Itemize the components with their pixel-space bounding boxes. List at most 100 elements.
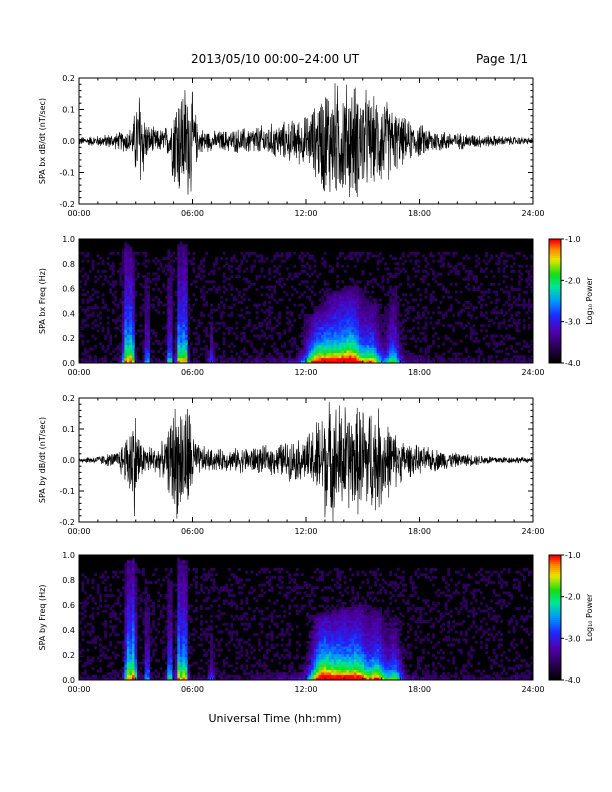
spectrogram-cell	[346, 357, 350, 361]
spectrogram-cell	[215, 357, 219, 361]
spectrogram-cell	[197, 591, 201, 595]
spectrogram-cell	[495, 342, 498, 346]
spectrogram-cell	[179, 324, 183, 328]
spectrogram-cell	[356, 337, 360, 341]
spectrogram-cell	[381, 321, 385, 325]
spectrogram-cell	[225, 298, 229, 302]
spectrogram-cell	[341, 303, 345, 307]
spectrogram-cell	[131, 319, 135, 322]
spectrogram-cell	[169, 651, 173, 655]
spectrogram-cell	[389, 313, 393, 317]
spectrogram-cell	[169, 357, 173, 361]
spectrogram-cell	[225, 360, 229, 364]
spectrogram-cell	[169, 282, 173, 286]
spectrogram-cell	[391, 350, 395, 353]
spectrogram-cell	[356, 355, 360, 359]
spectrogram-cell	[502, 262, 506, 266]
spectrogram-cell	[336, 280, 340, 284]
spectrogram-cell	[376, 262, 380, 266]
spectrogram-cell	[351, 295, 355, 299]
spectrogram-cell	[215, 259, 219, 263]
spectrogram-cell	[96, 277, 100, 281]
spectrogram-cell	[384, 332, 388, 335]
spectrogram-cell	[109, 643, 113, 647]
spectrogram-cell	[401, 360, 405, 364]
spectrogram-cell	[401, 254, 405, 258]
spectrogram-cell	[126, 264, 130, 268]
spectrogram-cell	[439, 254, 443, 258]
spectrogram-cell	[192, 627, 196, 631]
spectrogram-cell	[437, 319, 440, 322]
spectrogram-cell	[474, 275, 478, 279]
spectrogram-cell	[391, 293, 395, 297]
spectrogram-cell	[131, 672, 135, 676]
spectrogram-cell	[495, 298, 498, 302]
spectrogram-cell	[94, 275, 97, 279]
spectrogram-cell	[101, 573, 105, 577]
spectrogram-cell	[179, 607, 183, 610]
spectrogram-cell	[321, 355, 324, 359]
spectrogram-cell	[182, 332, 186, 335]
spectrogram-cell	[343, 321, 347, 325]
spectrogram-cell	[99, 257, 102, 260]
spectrogram-cell	[131, 280, 135, 284]
spectrogram-cell	[205, 661, 208, 665]
spectrogram-cell	[336, 319, 340, 322]
spectrogram-cell	[348, 337, 352, 341]
spectrogram-cell	[366, 326, 370, 330]
spectrogram-cell	[172, 357, 176, 361]
spectrogram-cell	[520, 277, 524, 281]
spectrogram-cell	[459, 360, 463, 364]
spectrogram-cell	[414, 275, 418, 279]
spectrogram-cell	[379, 360, 382, 364]
spectrogram-cell	[336, 355, 340, 359]
spectrogram-cell	[99, 643, 102, 647]
spectrogram-cell	[81, 607, 85, 610]
spectrogram-cell	[81, 633, 85, 637]
spectrogram-cell	[174, 669, 178, 673]
spectrogram-cell	[374, 357, 377, 361]
spectrogram-cell	[437, 357, 440, 361]
spectrogram-cell	[169, 669, 173, 673]
spectrogram-cell	[386, 293, 390, 297]
spectrogram-cell	[364, 295, 367, 299]
spectrogram-cell	[427, 355, 430, 359]
spectrogram-cell	[129, 332, 133, 335]
spectrogram-cell	[205, 633, 208, 637]
spectrogram-cell	[515, 298, 519, 302]
spectrogram-cell	[121, 306, 125, 310]
spectrogram-cell	[167, 262, 171, 266]
spectrogram-cell	[381, 350, 385, 353]
spectrogram-cell	[522, 306, 526, 310]
spectrogram-cell	[197, 666, 201, 670]
spectrogram-cell	[106, 575, 110, 579]
spectrogram-cell	[147, 638, 150, 642]
spectrogram-cell	[177, 614, 181, 618]
spectrogram-cell	[106, 604, 110, 608]
spectrogram-cell	[157, 339, 161, 343]
spectrogram-cell	[505, 357, 509, 361]
spectrogram-cell	[374, 306, 377, 310]
spectrogram-cell	[270, 334, 274, 338]
spectrogram-cell	[187, 332, 191, 335]
spectrogram-cell	[152, 609, 155, 613]
spectrogram-cell	[129, 588, 133, 592]
spectrogram-cell	[184, 570, 188, 574]
spectrogram-cell	[147, 344, 150, 348]
spectrogram-cell	[179, 664, 183, 668]
spectrogram-cell	[131, 293, 135, 297]
spectrogram-cell	[121, 308, 125, 312]
spectrogram-cell	[184, 275, 188, 279]
spectrogram-cell	[217, 355, 221, 359]
spectrogram-cell	[164, 350, 168, 353]
spectrogram-cell	[152, 648, 155, 652]
spectrogram-cell	[268, 306, 271, 310]
spectrogram-cell	[184, 344, 188, 348]
spectrogram-cell	[240, 332, 244, 335]
spectrogram-cell	[81, 308, 85, 312]
spectrogram-cell	[215, 599, 219, 603]
spectrogram-cell	[126, 573, 130, 577]
spectrogram-cell	[474, 259, 478, 263]
spectrogram-cell	[202, 347, 206, 351]
spectrogram-cell	[179, 588, 183, 592]
